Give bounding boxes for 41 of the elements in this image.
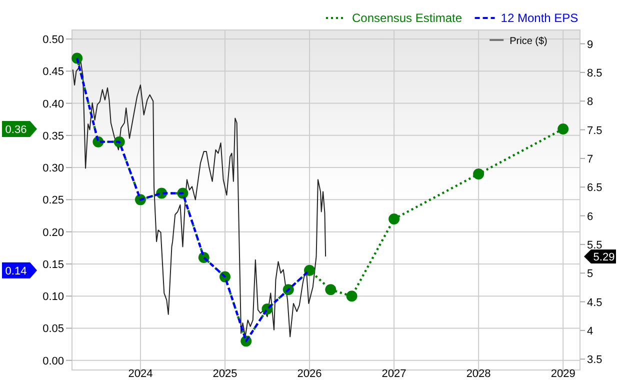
y-tick-label: 0.50: [42, 34, 64, 46]
y-tick-label: 0.15: [42, 258, 64, 271]
text: 0.36: [5, 124, 27, 136]
point: [558, 123, 569, 134]
x-tick-label: 2025: [212, 368, 238, 380]
text: 0.14: [5, 265, 27, 278]
legend-label: 12 Month EPS: [500, 11, 578, 25]
y-tick-label: 0.35: [42, 130, 64, 142]
point: [473, 168, 484, 180]
legend-label: Consensus Estimate: [352, 11, 462, 25]
y-tick-label: 0.25: [42, 194, 64, 207]
text: Price ($): [510, 36, 548, 47]
y-tick-label: 0.05: [42, 323, 64, 336]
point: [304, 264, 316, 276]
x-tick-label: 2027: [382, 368, 406, 380]
x-tick-label: 2028: [466, 368, 491, 380]
y-tick-label: 0.20: [42, 226, 64, 239]
y2-tick-label: 7: [587, 153, 594, 166]
y2-tick-label: 9: [587, 38, 594, 51]
y-tick-label: 0.30: [42, 162, 64, 175]
y2-tick-label: 7.5: [587, 124, 602, 137]
y2-tick-label: 6.5: [587, 182, 602, 194]
y-tick-label: 0.45: [42, 66, 64, 78]
y2-tick-label: 5: [587, 268, 594, 280]
y2-tick-label: 3.5: [587, 354, 602, 366]
text: 5.29: [593, 251, 615, 264]
x-tick-label: 2029: [550, 368, 576, 380]
x-tick-label: 2024: [128, 368, 153, 380]
y2-tick-label: 4.5: [587, 296, 602, 309]
x-tick-label: 2026: [297, 368, 322, 380]
y2-tick-label: 8: [587, 96, 594, 108]
y-tick-label: 0.00: [42, 355, 64, 368]
y-tick-label: 0.10: [42, 291, 64, 304]
y-tick-label: 0.40: [42, 98, 64, 110]
y2-tick-label: 5.5: [587, 239, 602, 252]
y2-tick-label: 8.5: [587, 67, 602, 80]
point: [388, 213, 400, 224]
y2-tick-label: 4: [587, 325, 594, 338]
y2-tick-label: 6: [587, 210, 594, 223]
point: [346, 290, 358, 302]
point: [325, 284, 336, 296]
